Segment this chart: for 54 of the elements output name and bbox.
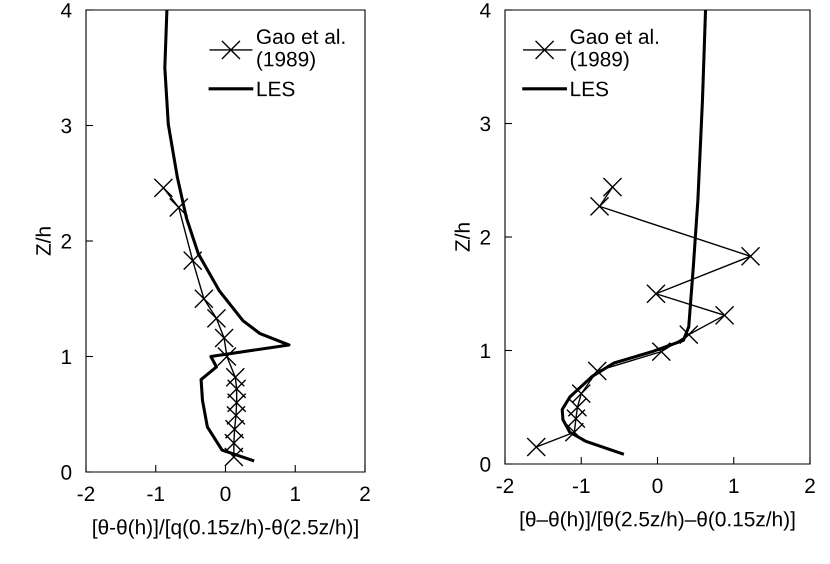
point [652, 342, 672, 362]
point [226, 392, 246, 412]
point [182, 250, 202, 270]
y-tick-label: 4 [61, 3, 72, 18]
y-axis-title: Z/h [454, 223, 470, 252]
x-tick-label: 2 [360, 486, 370, 501]
x-tick-label: -2 [78, 486, 94, 501]
x-axis-title: [θ–θ(h)]/[θ(2.5z/h)–θ(0.15z/h)] [520, 511, 794, 531]
y-axis-title: Z/h [36, 227, 51, 256]
y-tick-label: 0 [61, 465, 72, 480]
point [740, 246, 760, 266]
x-tick-label: -2 [496, 478, 514, 493]
x-tick-label: 0 [220, 486, 230, 502]
point [154, 178, 174, 198]
point [646, 284, 666, 304]
point [526, 437, 546, 457]
point [679, 324, 698, 344]
point [588, 361, 607, 381]
x-axis-title: [θ-θ(h)]/[q(0.15z/h)-θ(2.5z/h)] [93, 519, 358, 539]
y-tick-label: 1 [62, 350, 72, 364]
point [194, 289, 214, 308]
legend-label: LES [258, 82, 294, 96]
y-tick-label: 3 [480, 116, 490, 132]
x-tick-label: -1 [572, 478, 590, 493]
x-tick-label: 0 [652, 478, 662, 494]
y-tick-label: 2 [62, 234, 72, 249]
point [602, 177, 622, 197]
point [226, 379, 246, 399]
x-tick-label: -1 [147, 486, 164, 501]
point [714, 306, 734, 326]
point [169, 198, 188, 218]
point [224, 420, 244, 439]
point [566, 408, 586, 428]
x-tick-label: 2 [805, 478, 815, 493]
legend-label: Gao et al. (1989) [570, 28, 658, 71]
y-tick-label: 4 [480, 3, 490, 18]
x-tick-label: 1 [730, 478, 739, 493]
x-tick-label: 1 [291, 486, 300, 501]
point [214, 328, 234, 348]
y-tick-label: 3 [61, 118, 72, 134]
y-tick-label: 0 [480, 457, 490, 472]
legend-label: Gao et al. (1989) [256, 28, 344, 71]
point [572, 384, 591, 404]
point [590, 196, 610, 216]
point [224, 433, 244, 453]
point [568, 398, 588, 417]
y-tick-label: 1 [481, 344, 490, 358]
legend-label: LES [571, 82, 608, 96]
point [564, 422, 584, 442]
point [226, 368, 245, 388]
point [226, 406, 246, 426]
point [206, 308, 226, 328]
point [217, 346, 237, 366]
y-tick-label: 2 [480, 230, 490, 245]
